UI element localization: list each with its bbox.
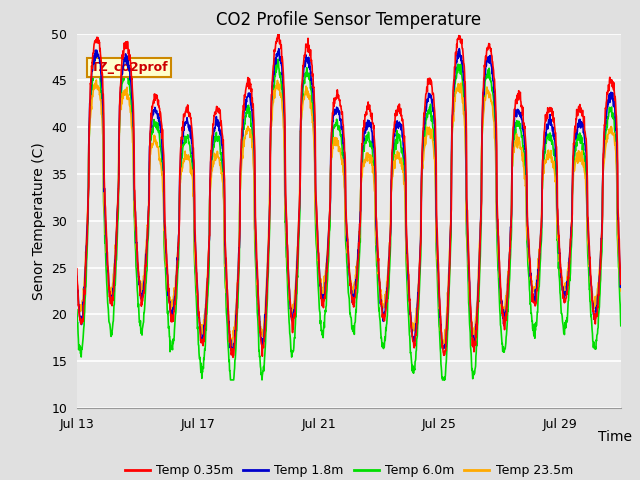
Temp 6.0m [227, 377, 234, 383]
Temp 23.5m [543, 155, 550, 161]
Temp 0.35m [316, 273, 323, 279]
Temp 0.35m [229, 354, 237, 360]
Line: Temp 6.0m: Temp 6.0m [77, 60, 621, 380]
Text: TZ_co2prof: TZ_co2prof [90, 61, 168, 74]
Temp 0.35m [543, 116, 550, 121]
Temp 1.8m [228, 351, 236, 357]
Temp 1.8m [617, 283, 625, 288]
Title: CO2 Profile Sensor Temperature: CO2 Profile Sensor Temperature [216, 11, 481, 29]
Temp 23.5m [423, 124, 431, 130]
Legend: Temp 0.35m, Temp 1.8m, Temp 6.0m, Temp 23.5m: Temp 0.35m, Temp 1.8m, Temp 6.0m, Temp 2… [120, 459, 578, 480]
Temp 23.5m [363, 156, 371, 162]
X-axis label: Time: Time [598, 431, 632, 444]
Line: Temp 1.8m: Temp 1.8m [77, 48, 621, 354]
Line: Temp 0.35m: Temp 0.35m [77, 34, 621, 357]
Y-axis label: Senor Temperature (C): Senor Temperature (C) [31, 142, 45, 300]
Temp 6.0m [543, 138, 550, 144]
Temp 1.8m [423, 101, 431, 107]
Temp 0.35m [73, 266, 81, 272]
Temp 23.5m [617, 288, 625, 294]
Temp 23.5m [228, 343, 236, 349]
Temp 1.8m [363, 127, 371, 132]
Line: Temp 23.5m: Temp 23.5m [77, 80, 621, 346]
Temp 1.8m [543, 125, 550, 131]
Temp 6.0m [423, 113, 431, 119]
Temp 0.35m [307, 54, 315, 60]
Temp 6.0m [363, 138, 371, 144]
Temp 23.5m [307, 101, 315, 107]
Temp 0.35m [105, 287, 113, 292]
Temp 23.5m [73, 279, 81, 285]
Temp 6.0m [105, 319, 113, 324]
Temp 1.8m [73, 274, 81, 279]
Temp 6.0m [73, 307, 81, 312]
Temp 6.0m [275, 57, 282, 62]
Temp 0.35m [275, 31, 282, 37]
Temp 23.5m [106, 283, 113, 289]
Temp 0.35m [423, 84, 431, 90]
Temp 23.5m [316, 274, 323, 280]
Temp 0.35m [617, 281, 625, 287]
Temp 1.8m [456, 46, 463, 51]
Temp 6.0m [617, 323, 625, 329]
Temp 1.8m [307, 70, 314, 76]
Temp 6.0m [316, 309, 323, 314]
Temp 0.35m [363, 104, 371, 109]
Temp 6.0m [307, 84, 315, 90]
Temp 23.5m [93, 77, 100, 83]
Temp 1.8m [105, 283, 113, 289]
Temp 1.8m [316, 268, 323, 274]
